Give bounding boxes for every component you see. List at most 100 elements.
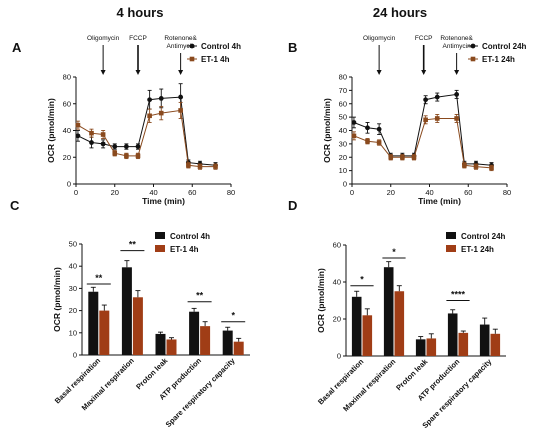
y-tick-label: 80 bbox=[339, 73, 347, 82]
y-tick-label: 50 bbox=[339, 113, 347, 122]
data-point bbox=[112, 150, 118, 156]
x-tick-label: 80 bbox=[227, 188, 235, 197]
panel-title: 4 hours bbox=[117, 5, 164, 20]
y-tick-label: 0 bbox=[337, 352, 341, 361]
data-point bbox=[75, 133, 81, 139]
data-point bbox=[454, 116, 459, 121]
bar bbox=[447, 313, 458, 356]
bar bbox=[166, 339, 177, 355]
injection-arrow-head bbox=[454, 70, 460, 75]
y-tick-label: 40 bbox=[69, 262, 77, 271]
significance-label: * bbox=[360, 275, 364, 285]
x-axis-label: Time (min) bbox=[142, 196, 185, 206]
y-tick-label: 20 bbox=[339, 153, 347, 162]
bar bbox=[189, 311, 200, 355]
injection-arrow-head bbox=[100, 70, 106, 75]
x-tick-label: 60 bbox=[464, 188, 472, 197]
panel-a: 4 hours A 0 20 40 60 80 OCR (pmol/min) Control 4… bbox=[12, 5, 241, 206]
annotation-label: FCCP bbox=[129, 35, 147, 42]
legend-label: ET-1 24h bbox=[461, 245, 494, 254]
panel-title: 24 hours bbox=[373, 5, 427, 20]
data-point bbox=[351, 120, 357, 125]
data-point bbox=[147, 97, 153, 103]
data-point bbox=[123, 144, 129, 149]
y-tick-label: 60 bbox=[63, 99, 71, 108]
significance-label: ** bbox=[95, 273, 103, 283]
annotation-label: FCCP bbox=[415, 35, 433, 42]
legend-swatch bbox=[446, 232, 456, 239]
data-point bbox=[423, 97, 429, 103]
y-axis-label: OCR (pmol/min) bbox=[52, 267, 62, 332]
category-label: Proton leak bbox=[134, 355, 170, 391]
data-point bbox=[135, 144, 141, 149]
data-point bbox=[89, 140, 94, 145]
data-point bbox=[147, 113, 152, 119]
y-tick-label: 10 bbox=[339, 166, 347, 175]
y-tick-label: 20 bbox=[333, 315, 341, 324]
panel-letter: A bbox=[12, 40, 22, 55]
bar bbox=[200, 326, 211, 355]
data-point bbox=[473, 164, 479, 169]
x-tick-label: 0 bbox=[74, 188, 78, 197]
data-point bbox=[365, 125, 370, 131]
annotation-label: Rotenone& Antimycin bbox=[440, 35, 473, 50]
bar bbox=[394, 291, 405, 356]
data-point bbox=[135, 153, 141, 159]
legend-label: Control 24h bbox=[461, 232, 506, 241]
bar bbox=[132, 297, 143, 355]
panel-letter: B bbox=[288, 40, 297, 55]
y-tick-label: 10 bbox=[69, 328, 77, 337]
legend-marker bbox=[189, 43, 195, 49]
bar bbox=[426, 338, 437, 356]
data-point bbox=[388, 154, 394, 160]
injection-arrow-head bbox=[421, 70, 427, 75]
significance-label: * bbox=[392, 247, 396, 257]
legend-swatch bbox=[155, 232, 165, 239]
bar bbox=[479, 324, 490, 356]
data-point bbox=[158, 96, 164, 101]
y-tick-label: 30 bbox=[339, 139, 347, 148]
data-point bbox=[112, 144, 118, 149]
x-tick-label: 40 bbox=[425, 188, 433, 197]
data-point bbox=[100, 141, 106, 147]
legend-label: Control 24h bbox=[482, 42, 527, 51]
data-point bbox=[434, 116, 440, 121]
legend-swatch bbox=[446, 245, 456, 252]
bar bbox=[233, 341, 244, 355]
bar bbox=[458, 332, 469, 356]
bar bbox=[490, 333, 501, 356]
series-line bbox=[77, 109, 216, 168]
y-tick-label: 30 bbox=[69, 284, 77, 293]
y-tick-label: 60 bbox=[339, 99, 347, 108]
bar bbox=[121, 267, 132, 355]
bar bbox=[99, 310, 110, 355]
category-label: Spare respiratory capacity bbox=[164, 355, 238, 429]
y-tick-label: 0 bbox=[67, 180, 71, 189]
legend-swatch bbox=[155, 245, 165, 252]
data-point bbox=[423, 117, 428, 123]
data-point bbox=[489, 165, 494, 171]
y-tick-label: 0 bbox=[343, 180, 347, 189]
legend-marker bbox=[470, 43, 476, 49]
data-point bbox=[400, 154, 405, 160]
significance-label: **** bbox=[451, 290, 466, 300]
data-point bbox=[213, 164, 218, 169]
bar bbox=[222, 330, 233, 355]
y-tick-label: 80 bbox=[63, 73, 71, 82]
x-tick-label: 20 bbox=[111, 188, 119, 197]
data-point bbox=[462, 162, 467, 168]
panel-d: D 0 20 40 60 OCR (pmol/min) Control 24h ET-1 24… bbox=[288, 198, 506, 430]
series-line bbox=[353, 118, 492, 169]
legend-marker bbox=[470, 56, 476, 62]
panel-letter: C bbox=[10, 198, 20, 213]
annotation-label: Oligomycin bbox=[363, 35, 396, 42]
data-point bbox=[100, 132, 106, 137]
y-tick-label: 20 bbox=[69, 306, 77, 315]
legend-label: Control 4h bbox=[170, 232, 210, 241]
y-tick-label: 20 bbox=[63, 153, 71, 162]
x-tick-label: 60 bbox=[188, 188, 196, 197]
bar bbox=[155, 333, 166, 355]
x-tick-label: 80 bbox=[503, 188, 511, 197]
annotation-label: Rotenone& Antimycin bbox=[164, 35, 197, 50]
